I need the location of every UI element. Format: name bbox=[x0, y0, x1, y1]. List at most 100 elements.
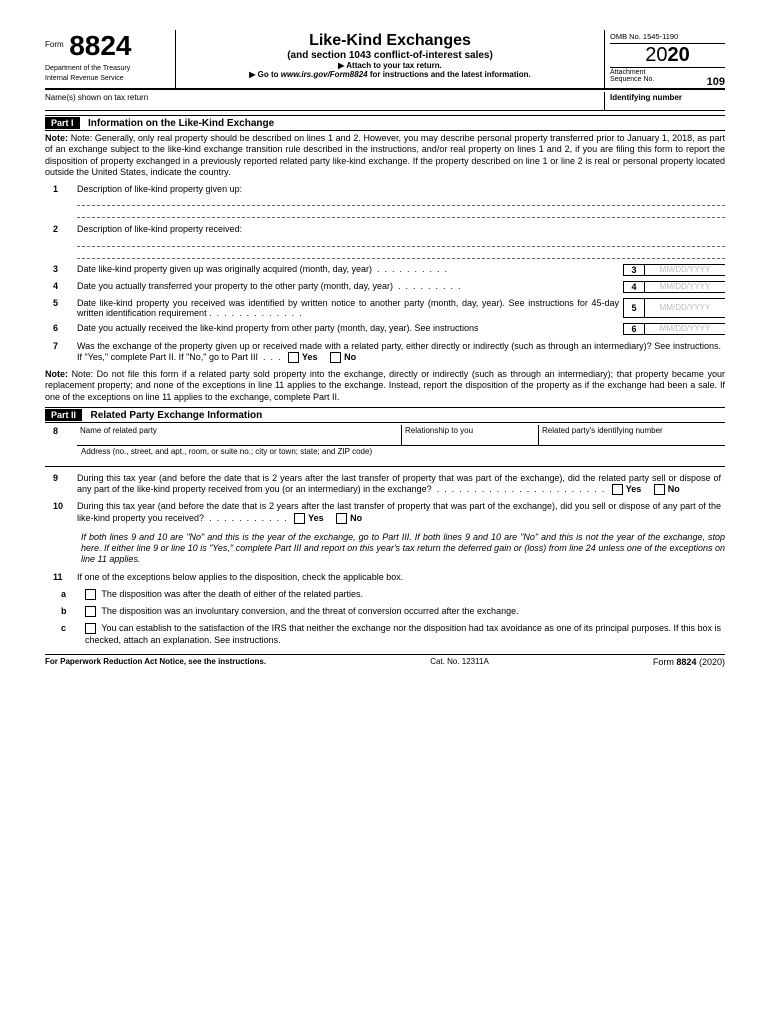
identifying-number-label[interactable]: Identifying number bbox=[604, 92, 725, 110]
line-2-input-b[interactable] bbox=[77, 248, 725, 259]
line-9: 9 During this tax year (and before the d… bbox=[45, 473, 725, 496]
seq-label: Sequence No. bbox=[610, 76, 654, 83]
footer-left: For Paperwork Reduction Act Notice, see … bbox=[45, 657, 266, 667]
goto-url: www.irs.gov/Form8824 bbox=[281, 70, 368, 79]
line-11: 11 If one of the exceptions below applie… bbox=[45, 572, 725, 583]
form-label: Form bbox=[45, 40, 64, 49]
line-10-no-checkbox[interactable] bbox=[336, 513, 347, 524]
line-10-yes-checkbox[interactable] bbox=[294, 513, 305, 524]
part-1-note-2-text: Note: Do not file this form if a related… bbox=[45, 369, 725, 402]
line-3: 3 Date like-kind property given up was o… bbox=[45, 264, 725, 276]
line-11a-num: a bbox=[45, 589, 85, 600]
line-11a-checkbox[interactable] bbox=[85, 589, 96, 600]
line-3-text: Date like-kind property given up was ori… bbox=[77, 264, 623, 276]
line-5: 5 Date like-kind property you received w… bbox=[45, 298, 725, 318]
attach-note: ▶ Attach to your tax return. bbox=[181, 61, 599, 70]
line-3-num: 3 bbox=[45, 264, 77, 276]
omb-number: OMB No. 1545-1190 bbox=[610, 30, 725, 44]
part-2-badge: Part II bbox=[45, 409, 82, 421]
part-2-header: Part II Related Party Exchange Informati… bbox=[45, 407, 725, 423]
line-11b: b The disposition was an involuntary con… bbox=[45, 606, 725, 617]
yes-label: Yes bbox=[302, 352, 318, 362]
part-1-note-text: Note: Generally, only real property shou… bbox=[45, 133, 725, 177]
no-label-9: No bbox=[668, 484, 680, 494]
part-1-title: Information on the Like-Kind Exchange bbox=[88, 118, 274, 129]
yes-label-9: Yes bbox=[626, 484, 642, 494]
title-main: Like-Kind Exchanges bbox=[181, 32, 599, 50]
line-7-text: Was the exchange of the property given u… bbox=[77, 341, 725, 364]
line-11a-text: The disposition was after the death of e… bbox=[85, 589, 725, 600]
header-right: OMB No. 1545-1190 2020 Attachment Sequen… bbox=[604, 30, 725, 88]
line-1: 1 Description of like-kind property give… bbox=[45, 184, 725, 195]
line-7-num: 7 bbox=[45, 341, 77, 364]
yes-label-10: Yes bbox=[308, 513, 324, 523]
line-8-relationship-label[interactable]: Relationship to you bbox=[401, 425, 538, 445]
line-4-date-input[interactable]: MM/DD/YYYY bbox=[644, 281, 725, 293]
dept-line-2: Internal Revenue Service bbox=[45, 75, 170, 82]
goto-suffix: for instructions and the latest informat… bbox=[368, 70, 531, 79]
line-1-num: 1 bbox=[45, 184, 77, 195]
line-11b-num: b bbox=[45, 606, 85, 617]
line-7: 7 Was the exchange of the property given… bbox=[45, 341, 725, 364]
line-6: 6 Date you actually received the like-ki… bbox=[45, 323, 725, 335]
line-3-date-input[interactable]: MM/DD/YYYY bbox=[644, 264, 725, 276]
line-5-date-input[interactable]: MM/DD/YYYY bbox=[644, 298, 725, 318]
line-6-text: Date you actually received the like-kind… bbox=[77, 323, 623, 335]
line-8-name-label[interactable]: Name of related party bbox=[77, 425, 401, 445]
line-11b-checkbox[interactable] bbox=[85, 606, 96, 617]
line-2-input-a[interactable] bbox=[77, 236, 725, 247]
line-11-text: If one of the exceptions below applies t… bbox=[77, 572, 725, 583]
line-6-date-input[interactable]: MM/DD/YYYY bbox=[644, 323, 725, 335]
line-7-yes-checkbox[interactable] bbox=[288, 352, 299, 363]
line-8-table: Name of related party Relationship to yo… bbox=[77, 425, 725, 446]
seq-num: 109 bbox=[707, 76, 725, 88]
line-7-no-checkbox[interactable] bbox=[330, 352, 341, 363]
line-10: 10 During this tax year (and before the … bbox=[45, 501, 725, 524]
header-left: Form 8824 Department of the Treasury Int… bbox=[45, 30, 176, 88]
form-header: Form 8824 Department of the Treasury Int… bbox=[45, 30, 725, 90]
line-4-box-num: 4 bbox=[623, 281, 644, 293]
line-11c-checkbox[interactable] bbox=[85, 623, 96, 634]
goto-line: ▶ Go to www.irs.gov/Form8824 for instruc… bbox=[181, 70, 599, 79]
line-8-num: 8 bbox=[45, 425, 77, 446]
line-6-box-num: 6 bbox=[623, 323, 644, 335]
line-10-text: During this tax year (and before the dat… bbox=[77, 501, 725, 524]
line-6-num: 6 bbox=[45, 323, 77, 335]
line-3-box-num: 3 bbox=[623, 264, 644, 276]
line-9-yes-checkbox[interactable] bbox=[612, 484, 623, 495]
line-9-text: During this tax year (and before the dat… bbox=[77, 473, 725, 496]
line-5-num: 5 bbox=[45, 298, 77, 318]
dept-line-1: Department of the Treasury bbox=[45, 65, 170, 72]
line-4-num: 4 bbox=[45, 281, 77, 293]
footer-right: Form 8824 (2020) bbox=[653, 657, 725, 667]
line-9-num: 9 bbox=[45, 473, 77, 496]
form-number: 8824 bbox=[69, 30, 131, 62]
tax-year: 2020 bbox=[610, 44, 725, 68]
line-4-text: Date you actually transferred your prope… bbox=[77, 281, 623, 293]
line-1-input-b[interactable] bbox=[77, 207, 725, 218]
line-1-input-a[interactable] bbox=[77, 195, 725, 206]
no-label: No bbox=[344, 352, 356, 362]
part-1-note: Note: Note: Generally, only real propert… bbox=[45, 133, 725, 178]
line-10-num: 10 bbox=[45, 501, 77, 524]
line-11-num: 11 bbox=[45, 572, 77, 583]
part-1-badge: Part I bbox=[45, 117, 80, 129]
line-8-address-label[interactable]: Address (no., street, and apt., room, or… bbox=[45, 446, 725, 467]
line-2: 2 Description of like-kind property rece… bbox=[45, 224, 725, 235]
name-row: Name(s) shown on tax return Identifying … bbox=[45, 92, 725, 111]
line-2-num: 2 bbox=[45, 224, 77, 235]
page-footer: For Paperwork Reduction Act Notice, see … bbox=[45, 654, 725, 667]
line-9-no-checkbox[interactable] bbox=[654, 484, 665, 495]
line-11a: a The disposition was after the death of… bbox=[45, 589, 725, 600]
line-4: 4 Date you actually transferred your pro… bbox=[45, 281, 725, 293]
year-suffix: 20 bbox=[668, 44, 690, 66]
attach-seq-label: Attachment bbox=[610, 69, 645, 76]
line-8-id-label[interactable]: Related party's identifying number bbox=[538, 425, 725, 445]
line-5-text: Date like-kind property you received was… bbox=[77, 298, 623, 318]
taxpayer-name-label[interactable]: Name(s) shown on tax return bbox=[45, 92, 604, 110]
line-11c-num: c bbox=[45, 623, 85, 646]
line-11c-text: You can establish to the satisfaction of… bbox=[85, 623, 725, 646]
year-prefix: 20 bbox=[645, 44, 667, 66]
line-8-wrap: 8 Name of related party Relationship to … bbox=[45, 425, 725, 446]
line-2-text: Description of like-kind property receiv… bbox=[77, 224, 725, 235]
